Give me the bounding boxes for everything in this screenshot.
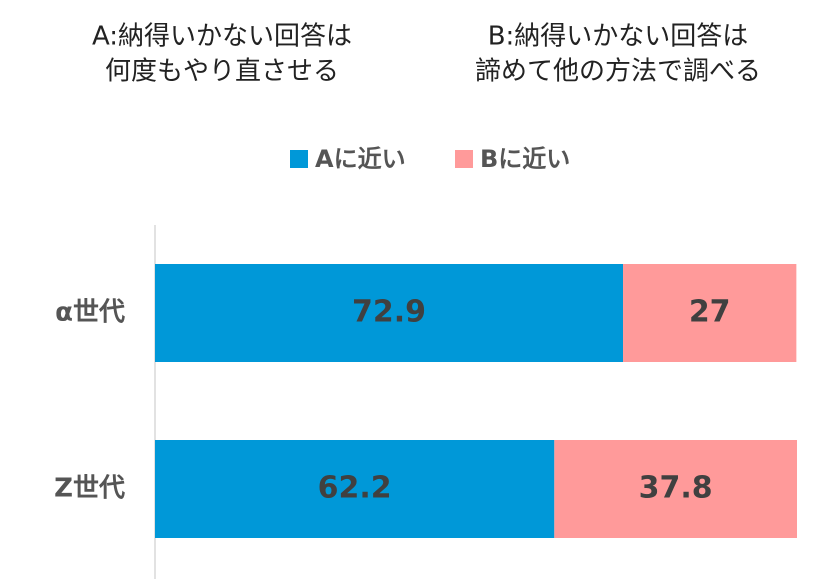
legend-swatch xyxy=(455,150,473,168)
header-text: 何度もやり直させる xyxy=(105,57,339,87)
bar-segment xyxy=(554,440,797,538)
bar-segment xyxy=(155,264,624,362)
header-text: 諦めて他の方法で調べる xyxy=(475,57,761,87)
legend-label: Bに近い xyxy=(480,145,570,173)
value-label: 37.8 xyxy=(639,471,713,506)
bar-segment xyxy=(623,264,797,362)
value-label: 72.9 xyxy=(352,295,426,330)
category-label: α世代 xyxy=(55,298,125,328)
category-label: Z世代 xyxy=(54,474,125,504)
legend-label: Aに近い xyxy=(315,145,406,173)
header-text: A:納得いかない回答は xyxy=(92,22,352,52)
legend-swatch xyxy=(290,150,308,168)
value-label: 27 xyxy=(689,295,731,330)
header-text: B:納得いかない回答は xyxy=(488,22,749,52)
bar-segment xyxy=(155,440,555,538)
value-label: 62.2 xyxy=(318,471,392,506)
